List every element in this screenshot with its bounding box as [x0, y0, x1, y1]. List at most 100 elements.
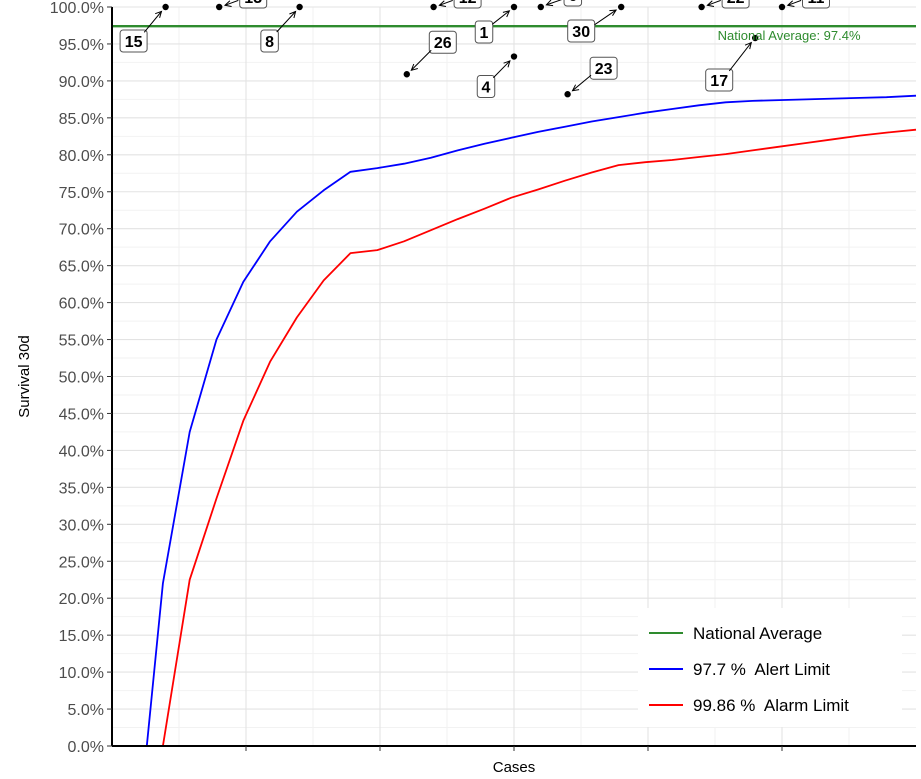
point-arrowhead [706, 0, 715, 7]
point-arrow [572, 74, 592, 92]
y-axis-title: Survival 30d [16, 335, 33, 418]
grid [112, 6, 916, 747]
point-arrowhead [438, 0, 447, 7]
point-arrowhead [545, 0, 554, 7]
y-tick-label: 25.0% [59, 554, 104, 571]
point-arrowhead [786, 0, 795, 7]
point-label-box [476, 75, 496, 99]
legend-label-1: National Average [693, 624, 822, 643]
point-label: 30 [572, 24, 590, 41]
axes: 0.0% 5.0% 10.0% 15.0% 20.0% 25.0% 30.0% 35.0% 40… [50, 0, 916, 756]
data-point [778, 3, 786, 11]
data-point [162, 3, 169, 11]
point-label: 6 [568, 0, 577, 5]
point-label-box [260, 29, 279, 53]
point-group: 22 [698, 0, 750, 11]
point-arrow [594, 9, 617, 26]
y-tick-label: 85.0% [59, 111, 104, 128]
x-axis-title: Cases [493, 759, 536, 776]
point-arrow [410, 49, 432, 71]
point-label: 12 [459, 0, 477, 7]
point-arrowhead [155, 10, 163, 18]
y-tick-label: 95.0% [59, 37, 104, 54]
point-arrowhead [223, 0, 232, 7]
point-group: 13 [216, 0, 268, 11]
series-line-3 [162, 128, 917, 747]
y-tick-label: 45.0% [59, 406, 104, 423]
y-tick-label: 40.0% [59, 443, 104, 460]
data-point [752, 34, 759, 42]
point-label-box [721, 0, 750, 9]
point-label-box [589, 56, 618, 80]
data-point [403, 71, 410, 78]
point-label: 17 [710, 73, 728, 90]
y-tick-label: 35.0% [59, 480, 104, 497]
data-point [564, 91, 571, 98]
point-label: 26 [434, 35, 452, 52]
y-tick-label: 55.0% [59, 333, 104, 350]
y-tick-label: 70.0% [59, 222, 104, 239]
point-label-box [802, 0, 830, 9]
point-label: 13 [244, 0, 262, 7]
annotations: National Average: 97.4% [718, 28, 861, 43]
point-group: 1 [474, 3, 518, 44]
point-label: 11 [808, 0, 825, 7]
data-points: 15 13 8 26 12 1 4 6 23 30 22 17 11 [119, 0, 830, 99]
y-tick-label: 100.0% [50, 0, 104, 17]
point-group: 6 [537, 0, 583, 11]
point-arrowhead [744, 41, 753, 50]
point-group: 11 [778, 0, 830, 11]
series-line-2 [145, 94, 917, 747]
y-tick-label: 65.0% [59, 259, 104, 276]
point-arrow [276, 11, 296, 33]
y-tick-label: 60.0% [59, 296, 104, 313]
point-label-box [453, 0, 482, 9]
y-tick-label: 75.0% [59, 185, 104, 202]
point-arrowhead [503, 60, 511, 68]
point-group: 12 [430, 0, 482, 11]
y-tick-label: 30.0% [59, 517, 104, 534]
point-arrow [491, 10, 510, 25]
point-label: 8 [265, 34, 274, 51]
point-group: 4 [476, 53, 518, 99]
point-arrow [728, 42, 752, 72]
y-tick-label: 90.0% [59, 74, 104, 91]
point-label-box [119, 29, 148, 53]
point-group: 17 [705, 34, 759, 92]
point-label: 23 [595, 61, 613, 78]
point-group: 30 [567, 3, 625, 43]
point-label-box [567, 19, 596, 43]
point-label-box [428, 30, 457, 54]
series-lines [112, 25, 917, 747]
point-arrowhead [571, 84, 580, 92]
point-label: 4 [482, 80, 491, 97]
data-point [510, 3, 518, 11]
legend-label-2: 97.7 % Alert Limit [693, 660, 830, 679]
point-arrow [787, 0, 802, 6]
point-arrow [143, 11, 162, 33]
y-tick-label: 15.0% [59, 628, 104, 645]
legend-label-3: 99.86 % Alarm Limit [693, 696, 849, 715]
point-arrow [224, 0, 239, 6]
point-arrow [492, 60, 511, 79]
point-arrow [707, 0, 721, 6]
point-arrowhead [289, 10, 297, 19]
legend-box [638, 608, 902, 727]
point-label-box [705, 68, 734, 92]
data-point [698, 3, 705, 11]
data-point [430, 3, 437, 11]
y-tick-label: 5.0% [68, 702, 104, 719]
data-point [537, 3, 544, 11]
point-label: 22 [727, 0, 745, 7]
point-label-box [239, 0, 268, 9]
point-group: 26 [403, 30, 457, 78]
national-average-annotation: National Average: 97.4% [718, 28, 861, 43]
data-point [510, 53, 518, 60]
point-arrowhead [502, 10, 511, 18]
point-label-box [563, 0, 583, 7]
point-label: 1 [480, 25, 489, 42]
y-tick-label: 10.0% [59, 665, 104, 682]
y-tick-label: 80.0% [59, 148, 104, 165]
data-point [296, 3, 303, 11]
